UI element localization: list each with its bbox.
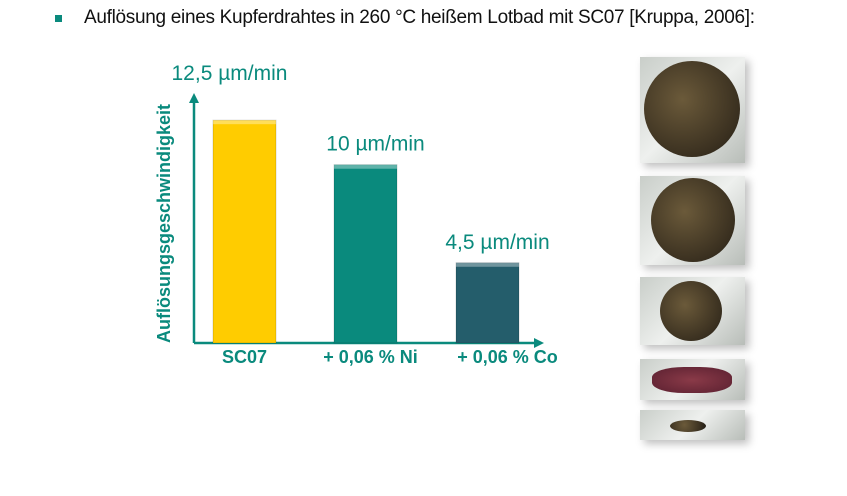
x-axis-arrow bbox=[534, 338, 544, 348]
bar-highlight-2 bbox=[456, 262, 519, 267]
sample-photo-3 bbox=[640, 277, 745, 345]
x-tick-label: SC07 bbox=[222, 347, 267, 367]
bar-2 bbox=[455, 262, 520, 344]
sample-photo-2 bbox=[640, 176, 745, 265]
bar-chart: Auflösungsgeschwindigkeit 12,5 µm/min SC07… bbox=[154, 62, 558, 367]
bullet-icon bbox=[55, 15, 62, 22]
data-label: 10 µm/min bbox=[326, 133, 424, 156]
sample-photo-4 bbox=[640, 359, 745, 400]
x-tick-label: + 0,06 % Ni bbox=[323, 347, 418, 367]
y-axis-arrow bbox=[189, 93, 199, 103]
heading: Auflösung eines Kupferdrahtes in 260 °C … bbox=[84, 7, 755, 28]
data-label: 4,5 µm/min bbox=[445, 231, 549, 254]
bar-highlight-1 bbox=[334, 164, 397, 169]
data-label: 12,5 µm/min bbox=[172, 62, 288, 85]
sample-photo-1 bbox=[640, 57, 745, 163]
bar-highlight-0 bbox=[213, 120, 276, 125]
bar-1 bbox=[333, 164, 398, 344]
x-tick-label: + 0,06 % Co bbox=[457, 347, 558, 367]
y-axis-label: Auflösungsgeschwindigkeit bbox=[154, 104, 174, 343]
bar-0 bbox=[212, 119, 277, 344]
sample-photo-5 bbox=[640, 410, 745, 440]
